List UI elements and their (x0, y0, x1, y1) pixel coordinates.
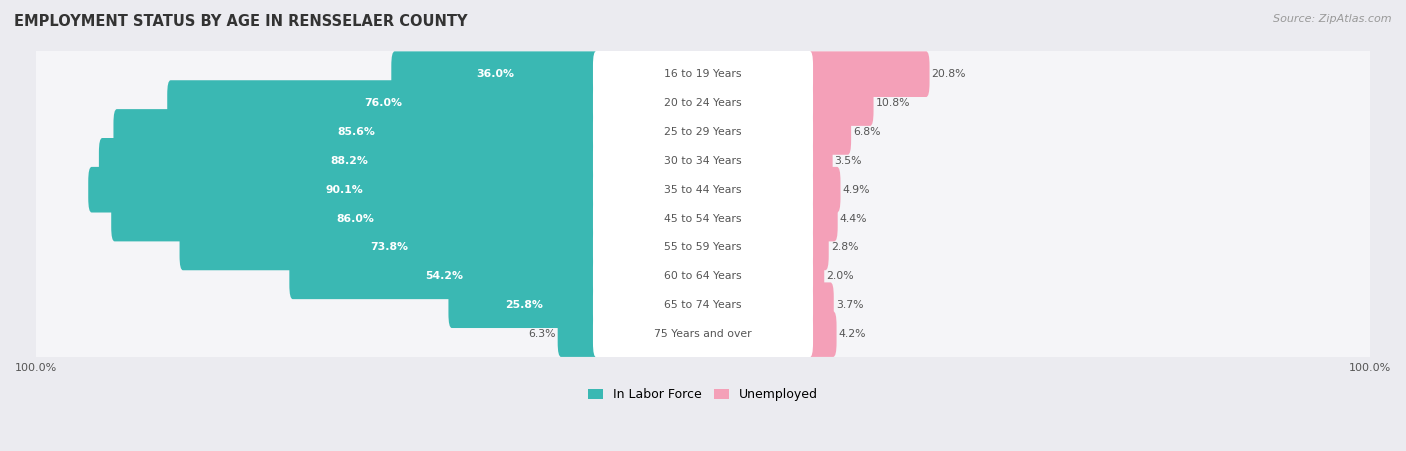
Text: 30 to 34 Years: 30 to 34 Years (664, 156, 742, 166)
FancyBboxPatch shape (807, 282, 834, 328)
FancyBboxPatch shape (180, 225, 599, 270)
Text: 4.4%: 4.4% (839, 214, 868, 224)
Text: 88.2%: 88.2% (330, 156, 368, 166)
Text: 2.0%: 2.0% (827, 272, 853, 281)
FancyBboxPatch shape (593, 51, 813, 97)
FancyBboxPatch shape (593, 195, 813, 242)
FancyBboxPatch shape (593, 311, 813, 357)
FancyBboxPatch shape (807, 138, 832, 184)
Text: 54.2%: 54.2% (426, 272, 464, 281)
Text: 6.3%: 6.3% (529, 329, 555, 339)
FancyBboxPatch shape (593, 109, 813, 155)
Text: 10.8%: 10.8% (876, 98, 910, 108)
Text: EMPLOYMENT STATUS BY AGE IN RENSSELAER COUNTY: EMPLOYMENT STATUS BY AGE IN RENSSELAER C… (14, 14, 468, 28)
Text: 4.9%: 4.9% (842, 185, 870, 195)
Text: 25 to 29 Years: 25 to 29 Years (664, 127, 742, 137)
Text: 75 Years and over: 75 Years and over (654, 329, 752, 339)
Text: 4.2%: 4.2% (838, 329, 866, 339)
FancyBboxPatch shape (593, 138, 813, 184)
Text: 76.0%: 76.0% (364, 98, 402, 108)
FancyBboxPatch shape (114, 109, 599, 155)
Text: 86.0%: 86.0% (336, 214, 374, 224)
Text: 36.0%: 36.0% (477, 69, 515, 79)
FancyBboxPatch shape (31, 183, 1375, 254)
FancyBboxPatch shape (31, 38, 1375, 110)
FancyBboxPatch shape (31, 298, 1375, 370)
FancyBboxPatch shape (31, 240, 1375, 312)
FancyBboxPatch shape (807, 80, 873, 126)
FancyBboxPatch shape (31, 269, 1375, 341)
Text: 3.5%: 3.5% (835, 156, 862, 166)
FancyBboxPatch shape (558, 311, 599, 357)
FancyBboxPatch shape (807, 311, 837, 357)
Text: 60 to 64 Years: 60 to 64 Years (664, 272, 742, 281)
FancyBboxPatch shape (593, 282, 813, 328)
FancyBboxPatch shape (807, 253, 824, 299)
Text: Source: ZipAtlas.com: Source: ZipAtlas.com (1274, 14, 1392, 23)
Text: 16 to 19 Years: 16 to 19 Years (664, 69, 742, 79)
FancyBboxPatch shape (31, 96, 1375, 168)
FancyBboxPatch shape (31, 67, 1375, 139)
Text: 55 to 59 Years: 55 to 59 Years (664, 243, 742, 253)
FancyBboxPatch shape (167, 80, 599, 126)
FancyBboxPatch shape (807, 51, 929, 97)
Text: 20.8%: 20.8% (932, 69, 966, 79)
Text: 20 to 24 Years: 20 to 24 Years (664, 98, 742, 108)
FancyBboxPatch shape (290, 253, 599, 299)
Text: 45 to 54 Years: 45 to 54 Years (664, 214, 742, 224)
FancyBboxPatch shape (391, 51, 599, 97)
FancyBboxPatch shape (89, 167, 599, 212)
FancyBboxPatch shape (449, 282, 599, 328)
FancyBboxPatch shape (593, 80, 813, 126)
FancyBboxPatch shape (807, 225, 828, 270)
Legend: In Labor Force, Unemployed: In Labor Force, Unemployed (583, 383, 823, 406)
Text: 73.8%: 73.8% (371, 243, 409, 253)
FancyBboxPatch shape (807, 167, 841, 212)
Text: 85.6%: 85.6% (337, 127, 375, 137)
FancyBboxPatch shape (593, 166, 813, 213)
Text: 65 to 74 Years: 65 to 74 Years (664, 300, 742, 310)
Text: 90.1%: 90.1% (325, 185, 363, 195)
FancyBboxPatch shape (807, 109, 851, 155)
FancyBboxPatch shape (111, 196, 599, 241)
Text: 6.8%: 6.8% (853, 127, 880, 137)
Text: 2.8%: 2.8% (831, 243, 858, 253)
FancyBboxPatch shape (31, 154, 1375, 226)
FancyBboxPatch shape (31, 125, 1375, 197)
Text: 25.8%: 25.8% (505, 300, 543, 310)
Text: 35 to 44 Years: 35 to 44 Years (664, 185, 742, 195)
FancyBboxPatch shape (593, 224, 813, 271)
FancyBboxPatch shape (98, 138, 599, 184)
FancyBboxPatch shape (31, 212, 1375, 283)
FancyBboxPatch shape (593, 253, 813, 299)
FancyBboxPatch shape (807, 196, 838, 241)
Text: 3.7%: 3.7% (835, 300, 863, 310)
